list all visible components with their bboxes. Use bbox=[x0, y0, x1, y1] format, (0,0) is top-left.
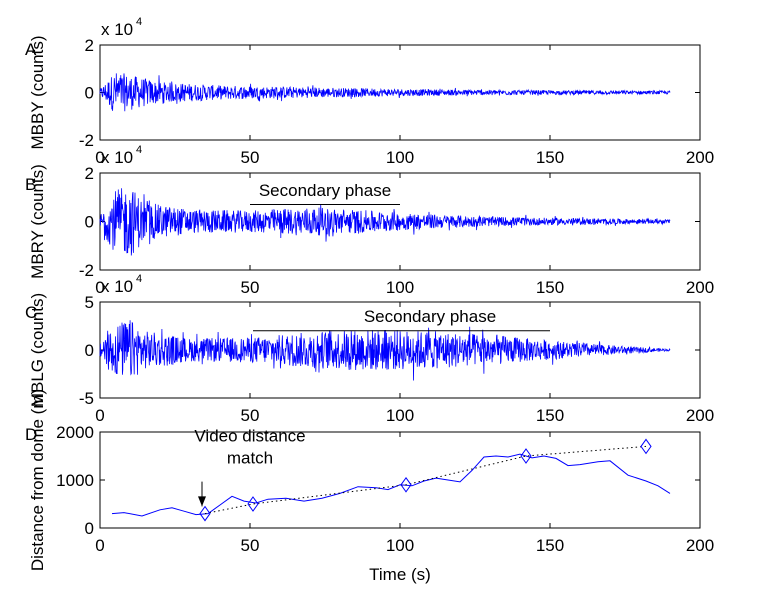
y-tick-label: 0 bbox=[85, 341, 94, 360]
x-tick-label: 200 bbox=[686, 406, 714, 425]
x-tick-label: 100 bbox=[386, 406, 414, 425]
seismogram-trace bbox=[99, 188, 671, 256]
y-tick-label: 2 bbox=[85, 164, 94, 183]
y-tick-label: 1000 bbox=[56, 471, 94, 490]
y-tick-label: -2 bbox=[79, 261, 94, 280]
y-tick-label: 0 bbox=[85, 519, 94, 538]
diamond-marker bbox=[199, 505, 211, 522]
seismogram-trace bbox=[99, 73, 671, 112]
y-tick-label: 0 bbox=[85, 84, 94, 103]
x-tick-label: 150 bbox=[536, 536, 564, 555]
diamond-marker bbox=[247, 496, 259, 512]
diamond-marker bbox=[520, 448, 532, 464]
y-multiplier-exponent: 4 bbox=[136, 16, 142, 28]
x-tick-label: 100 bbox=[386, 278, 414, 297]
diamond-marker bbox=[640, 438, 652, 455]
x-tick-label: 100 bbox=[386, 536, 414, 555]
annotation-label: match bbox=[227, 449, 273, 468]
y-axis-label: Distance from dome (m) bbox=[28, 389, 47, 571]
x-tick-label: 150 bbox=[536, 406, 564, 425]
annotation-label: Secondary phase bbox=[364, 307, 496, 326]
y-multiplier: x 10 4 bbox=[101, 16, 142, 39]
x-tick-label: 200 bbox=[686, 536, 714, 555]
y-tick-label: 0 bbox=[85, 213, 94, 232]
video-distance-line bbox=[204, 445, 647, 515]
y-multiplier: x 10 4 bbox=[101, 144, 142, 167]
y-tick-label: -2 bbox=[79, 131, 94, 150]
panel-letter: D bbox=[25, 425, 37, 444]
annotation-label: Video distance bbox=[194, 427, 305, 446]
x-tick-label: 100 bbox=[386, 148, 414, 167]
annotation-arrow-head bbox=[198, 496, 206, 507]
x-tick-label: 50 bbox=[241, 148, 260, 167]
y-tick-label: 2000 bbox=[56, 423, 94, 442]
x-tick-label: 200 bbox=[686, 148, 714, 167]
x-tick-label: 0 bbox=[95, 278, 104, 297]
axes-box bbox=[99, 431, 701, 529]
panel-letter: A bbox=[25, 40, 37, 59]
x-tick-label: 0 bbox=[95, 406, 104, 425]
y-axis-label: MBRY (counts) bbox=[28, 164, 47, 279]
x-tick-label: 50 bbox=[241, 536, 260, 555]
x-tick-label: 200 bbox=[686, 278, 714, 297]
panel-letter: B bbox=[25, 175, 36, 194]
y-axis-label: MBBY (counts) bbox=[28, 35, 47, 149]
seismogram-trace bbox=[99, 320, 671, 381]
annotation-label: Secondary phase bbox=[259, 181, 391, 200]
y-multiplier-exponent: 4 bbox=[136, 273, 142, 285]
diamond-marker bbox=[400, 476, 412, 493]
panel-letter: C bbox=[25, 303, 37, 322]
y-axis-label: MBLG (counts) bbox=[28, 293, 47, 407]
y-multiplier-base: x 10 bbox=[101, 148, 133, 167]
x-tick-label: 150 bbox=[536, 148, 564, 167]
y-multiplier-exponent: 4 bbox=[136, 144, 142, 156]
y-multiplier: x 10 4 bbox=[101, 273, 142, 296]
x-tick-label: 0 bbox=[95, 536, 104, 555]
x-tick-label: 0 bbox=[95, 148, 104, 167]
y-tick-label: -5 bbox=[79, 389, 94, 408]
x-tick-label: 50 bbox=[241, 406, 260, 425]
x-tick-label: 150 bbox=[536, 278, 564, 297]
x-axis-label: Time (s) bbox=[369, 565, 431, 584]
y-tick-label: 2 bbox=[85, 36, 94, 55]
y-tick-label: 5 bbox=[85, 293, 94, 312]
x-tick-label: 50 bbox=[241, 278, 260, 297]
y-multiplier-base: x 10 bbox=[101, 20, 133, 39]
y-multiplier-base: x 10 bbox=[101, 277, 133, 296]
